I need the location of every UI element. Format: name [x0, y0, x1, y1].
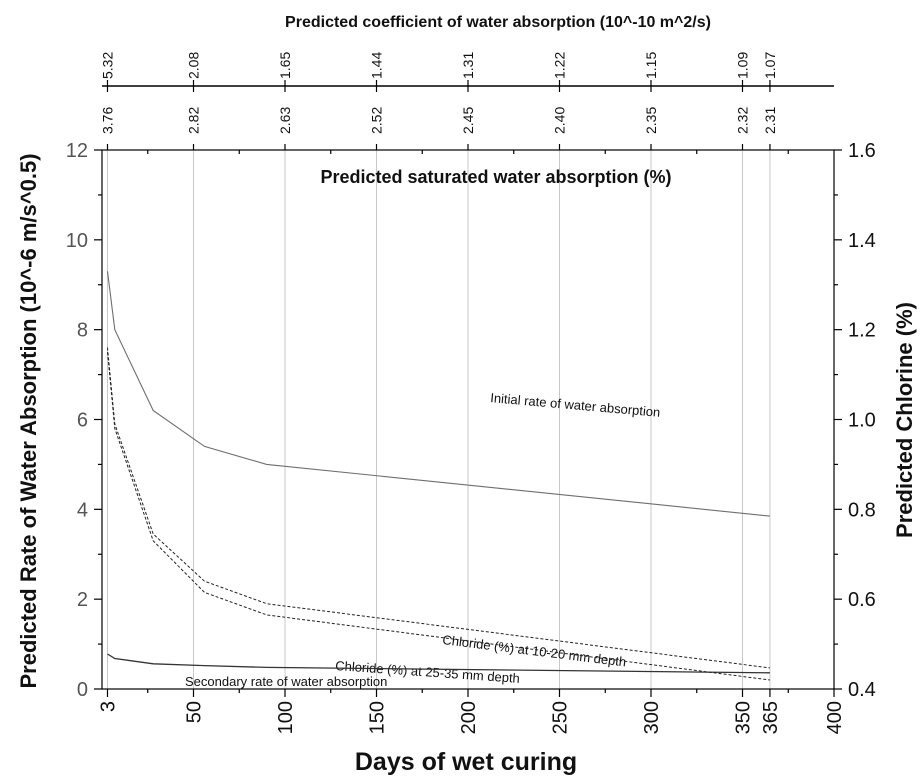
top-axis-title: Predicted coefficient of water absorptio…: [285, 14, 711, 31]
series-line-1: [106, 271, 770, 517]
x-tick-label: 100: [275, 701, 297, 734]
x-tick-label: 400: [824, 701, 846, 734]
series-line-3: [107, 347, 770, 669]
saturated-tick-label: 2.82: [186, 107, 202, 134]
x-tick-label: 300: [641, 701, 663, 734]
axis-titles: Days of wet curing Predicted coefficient …: [16, 14, 917, 776]
coefficient-tick-label: 1.15: [643, 52, 659, 79]
y-left-tick-label: 10: [66, 230, 88, 252]
y-left-tick-label: 0: [77, 679, 88, 701]
x-axis-title: Days of wet curing: [355, 748, 577, 776]
left-axis-title: Predicted Rate of Water Absorption (10^-…: [16, 153, 41, 688]
y-right-tick-label: 1.0: [848, 410, 876, 432]
tick-labels: 3 50 100 150 200 250 300 350 365 4000246810120.40…: [66, 52, 876, 735]
right-axis-title: Predicted Chlorine (%): [892, 302, 917, 538]
x-tick-label: 250: [550, 701, 572, 734]
y-right-tick-label: 0.4: [848, 679, 876, 701]
x-tick-label: 50: [184, 701, 206, 723]
data-series: [106, 271, 770, 681]
saturated-tick-label: 2.35: [643, 107, 659, 134]
y-right-tick-label: 1.6: [848, 140, 876, 162]
coefficient-tick-label: 1.31: [460, 52, 476, 79]
saturated-tick-label: 2.52: [369, 107, 385, 134]
series-label: Initial rate of water absorption: [490, 390, 661, 420]
x-tick-label: 3: [97, 701, 119, 712]
tick-marks: [94, 80, 842, 697]
coefficient-tick-label: 1.07: [762, 52, 778, 79]
saturated-tick-label: 2.45: [460, 107, 476, 134]
series-line-2: [107, 653, 770, 674]
series-line-4: [107, 352, 770, 681]
y-left-tick-label: 12: [66, 140, 88, 162]
inner-axis-title: Predicted saturated water absorption (%): [320, 167, 671, 187]
x-tick-label: 350: [733, 701, 755, 734]
y-right-tick-label: 1.2: [848, 320, 876, 342]
grid-lines: [106, 150, 771, 689]
y-left-tick-label: 2: [77, 589, 88, 611]
saturated-tick-label: 2.32: [735, 107, 751, 134]
coefficient-tick-label: 1.22: [552, 52, 568, 79]
y-left-tick-label: 4: [77, 499, 88, 521]
coefficient-tick-label: 2.08: [186, 52, 202, 79]
saturated-tick-label: 3.76: [99, 107, 115, 134]
coefficient-tick-label: 1.65: [277, 52, 293, 79]
saturated-tick-label: 2.63: [277, 107, 293, 134]
y-left-tick-label: 6: [77, 410, 88, 432]
y-right-tick-label: 0.6: [848, 589, 876, 611]
coefficient-tick-label: 1.09: [735, 52, 751, 79]
series-label: Secondary rate of water absorption: [185, 674, 387, 689]
x-tick-label: 200: [458, 701, 480, 734]
y-right-tick-label: 0.8: [848, 499, 876, 521]
x-tick-label: 365: [760, 701, 782, 734]
saturated-tick-label: 2.40: [552, 107, 568, 134]
coefficient-tick-label: 1.44: [369, 52, 385, 79]
x-tick-label: 150: [367, 701, 389, 734]
y-right-tick-label: 1.4: [848, 230, 876, 252]
saturated-tick-label: 2.31: [762, 107, 778, 134]
coefficient-tick-label: 5.32: [99, 52, 115, 79]
y-left-tick-label: 8: [77, 320, 88, 342]
series-label: Chloride (%) at 10-20 mm depth: [442, 632, 627, 669]
